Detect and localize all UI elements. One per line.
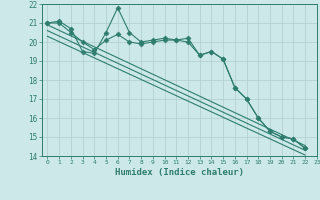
X-axis label: Humidex (Indice chaleur): Humidex (Indice chaleur) bbox=[115, 168, 244, 177]
